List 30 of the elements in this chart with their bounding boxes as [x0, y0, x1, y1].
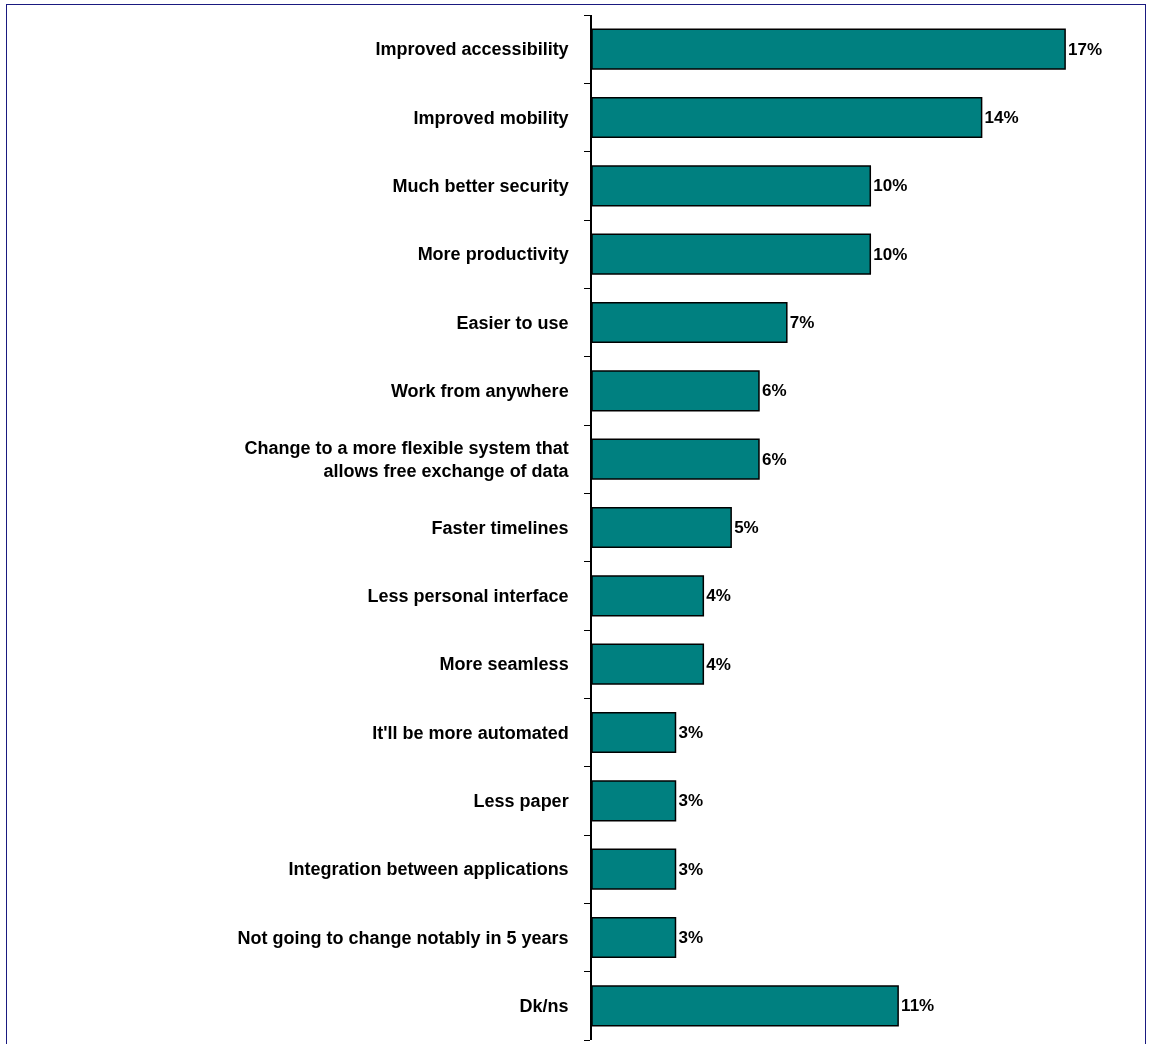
y-tick-label: Change to a more flexible system that allows free exchange of data — [244, 437, 570, 482]
y-tick-label: Integration between applications — [288, 859, 569, 880]
data-label: 3% — [678, 859, 704, 879]
y-tick-label: Less paper — [473, 791, 569, 812]
y-tick-label: Less personal interface — [367, 586, 569, 607]
data-label: 3% — [678, 723, 704, 742]
data-label: 10% — [873, 176, 908, 196]
data-label: 11% — [901, 996, 935, 1016]
data-label: 6% — [761, 381, 787, 401]
data-label: 3% — [678, 928, 704, 947]
data-label: 5% — [734, 518, 759, 537]
data-label: 7% — [789, 313, 815, 332]
y-tick-label: Dk/ns — [519, 996, 569, 1017]
data-label: 17% — [1068, 39, 1103, 59]
y-tick-label: More seamless — [439, 654, 569, 675]
y-tick-label: Faster timelines — [431, 517, 569, 538]
y-tick-label: Much better security — [392, 176, 569, 197]
y-tick-label: Work from anywhere — [390, 381, 569, 402]
y-tick-label: More productivity — [417, 244, 569, 265]
y-tick-label: It'll be more automated — [372, 722, 569, 743]
data-label: 6% — [761, 449, 787, 469]
y-tick-label: Easier to use — [456, 312, 569, 333]
y-tick-label: Improved accessibility — [375, 39, 569, 60]
data-label: 4% — [706, 586, 731, 606]
y-tick-label: Improved mobility — [413, 107, 569, 128]
data-label: 10% — [873, 244, 908, 264]
data-label: 14% — [984, 108, 1019, 127]
y-tick-label: Not going to change notably in 5 years — [237, 927, 569, 948]
data-label: 3% — [678, 791, 704, 811]
data-label: 4% — [706, 654, 731, 674]
